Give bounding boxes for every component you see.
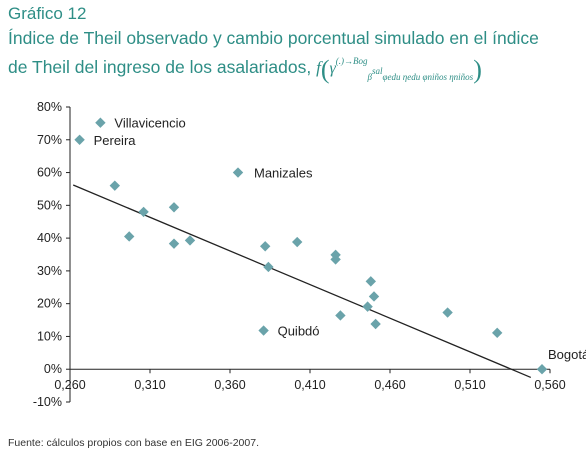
data-point <box>442 307 453 318</box>
y-tick-label: 20% <box>37 297 62 311</box>
chart-title-line-2: de Theil del ingreso de los asalariados,… <box>8 55 482 85</box>
data-point <box>492 327 503 339</box>
data-point <box>168 238 180 249</box>
y-axis-ticks: -10% 0% 10% 20% 30% 40% 50% 60% 70% 80% <box>33 100 70 409</box>
y-tick-label: 30% <box>37 264 62 278</box>
scatter-chart: -10% 0% 10% 20% 30% 40% 50% 60% 70% 80% 0,260 0,31… <box>33 100 586 409</box>
y-tick-label: 10% <box>37 329 62 343</box>
data-point <box>109 180 120 191</box>
data-point <box>368 291 380 302</box>
x-tick-label: 0,360 <box>214 378 245 392</box>
data-point <box>95 117 106 128</box>
theil-formula: f(γ(.)→Bog βsalφedu ηedu φniños ηniños) <box>316 55 482 84</box>
chart-title-line-1: Índice de Theil observado y cambio porce… <box>8 28 539 48</box>
data-point <box>124 231 135 242</box>
data-point <box>184 235 196 246</box>
point-label: Manizales <box>254 166 313 181</box>
x-tick-label: 0,310 <box>134 378 165 392</box>
data-point <box>168 202 180 213</box>
x-tick-label: 0,410 <box>294 378 325 392</box>
point-labels: Pereira Villavicencio Manizales Quibdó Bogot… <box>94 116 586 362</box>
chart-axes <box>69 107 550 402</box>
chart-title-line-2-text: de Theil del ingreso de los asalariados, <box>8 57 312 77</box>
data-point <box>335 310 346 321</box>
y-tick-label: 60% <box>37 166 62 180</box>
chart-kicker: Gráfico 12 <box>8 4 87 23</box>
data-point <box>260 241 271 252</box>
data-point <box>232 167 244 178</box>
y-tick-label: 50% <box>37 198 62 212</box>
data-point <box>138 206 149 218</box>
x-axis-ticks: 0,260 0,310 0,360 0,410 0,460 0,510 0,560 <box>54 369 566 392</box>
x-tick-label: 0,560 <box>534 378 565 392</box>
data-points <box>74 117 548 375</box>
y-tick-label: 70% <box>37 133 62 147</box>
formula-gamma-sup: (.)→Bog <box>335 56 368 66</box>
trendline <box>72 184 532 379</box>
x-tick-label: 0,460 <box>374 378 405 392</box>
formula-beta: β <box>367 72 373 82</box>
x-tick-label: 0,260 <box>54 378 85 392</box>
formula-f: f <box>316 58 321 77</box>
point-label: Pereira <box>94 133 137 148</box>
point-label: Bogotá <box>548 347 586 362</box>
y-tick-label: 0% <box>44 362 62 376</box>
data-point <box>536 364 548 375</box>
data-point <box>365 276 376 287</box>
data-point <box>74 134 85 145</box>
x-tick-label: 0,510 <box>454 378 485 392</box>
formula-subscripts: φedu ηedu φniños ηniños <box>382 72 474 82</box>
formula-beta-sup: sal <box>372 66 383 76</box>
source-note: Fuente: cálculos propios con base en EIG… <box>8 437 259 449</box>
point-label: Quibdó <box>278 324 320 339</box>
data-point <box>292 236 303 248</box>
formula-open-paren: ( <box>320 55 330 84</box>
formula-gamma: γ <box>329 60 336 77</box>
data-point <box>263 261 274 273</box>
data-point <box>370 318 381 330</box>
y-tick-label: 40% <box>37 231 62 245</box>
point-label: Villavicencio <box>114 116 185 131</box>
data-point <box>258 325 269 336</box>
y-tick-label: -10% <box>33 395 62 409</box>
trendline-group <box>72 184 532 379</box>
formula-close-paren: ) <box>473 55 482 84</box>
y-tick-label: 80% <box>37 100 62 114</box>
